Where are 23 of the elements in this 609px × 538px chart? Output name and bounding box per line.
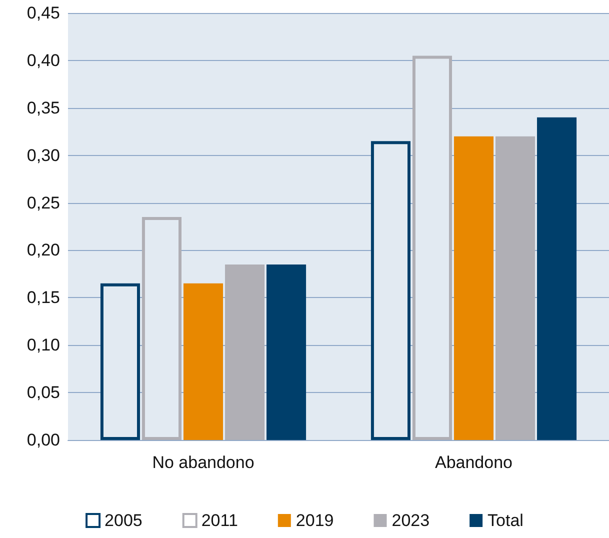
y-tick-label: 0,20: [26, 240, 60, 260]
y-tick-label: 0,45: [26, 4, 60, 22]
legend-label: 2023: [392, 511, 430, 530]
y-tick-label: 0,30: [26, 146, 60, 165]
y-tick-label: 0,35: [26, 98, 60, 118]
bar: [183, 283, 224, 440]
bar: [454, 136, 494, 440]
bar: [537, 117, 577, 440]
x-tick-label: No abandono: [152, 453, 254, 472]
bar: [266, 264, 306, 440]
y-tick-label: 0,10: [26, 336, 60, 355]
legend-label: 2005: [104, 511, 142, 530]
y-tick-label: 0,05: [26, 383, 60, 402]
y-tick-label: 0,25: [26, 193, 60, 212]
legend-label: 2019: [296, 511, 334, 530]
y-tick-label: 0,40: [26, 50, 60, 70]
legend-label: Total: [488, 511, 524, 530]
y-tick-label: 0,00: [26, 430, 60, 450]
x-tick-label: Abandono: [434, 453, 513, 472]
y-tick-label: 0,15: [26, 288, 60, 308]
bar: [224, 264, 265, 440]
legend-label: 2011: [201, 511, 238, 530]
bar: [495, 136, 536, 440]
